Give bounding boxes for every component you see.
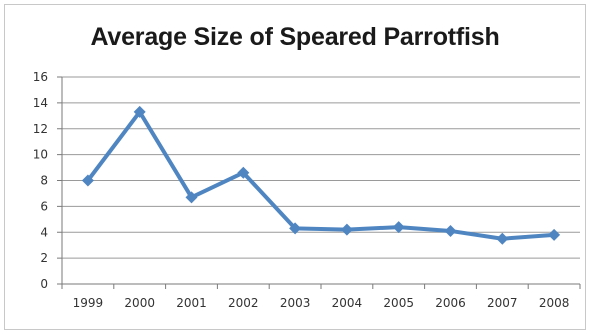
data-point-2004 [340, 223, 353, 236]
series [81, 105, 561, 245]
y-axis: 0 2 4 6 8 10 12 14 16 [33, 70, 63, 291]
x-tick-label: 2002 [228, 296, 259, 310]
x-tick-label: 2007 [487, 296, 518, 310]
data-point-2007 [496, 232, 509, 245]
y-tick-label: 0 [40, 277, 48, 291]
y-tick-label: 10 [33, 148, 48, 162]
data-point-2005 [392, 221, 405, 234]
y-tick-label: 14 [33, 96, 48, 110]
y-tick-label: 2 [40, 251, 48, 265]
series-line [85, 109, 557, 241]
y-tick-label: 12 [33, 122, 48, 136]
data-point-1999 [81, 174, 94, 187]
x-tick-label: 2003 [280, 296, 311, 310]
x-tick-label: 2001 [176, 296, 207, 310]
x-tick-label: 1999 [73, 296, 104, 310]
x-tick-label: 2008 [539, 296, 570, 310]
y-tick-label: 6 [40, 199, 48, 213]
data-point-2006 [444, 224, 457, 237]
chart-frame: Average Size of Speared Parrotfish [4, 4, 586, 330]
y-tick-label: 16 [33, 70, 48, 84]
data-point-2001 [185, 191, 198, 204]
chart-title: Average Size of Speared Parrotfish [90, 23, 500, 51]
data-point-2003 [289, 222, 302, 235]
x-tick-label: 2000 [124, 296, 155, 310]
x-tick-label: 2004 [332, 296, 363, 310]
x-tick-label: 2005 [383, 296, 414, 310]
x-axis: 1999 2000 2001 2002 2003 2004 2005 2006 2007 2008 [61, 284, 581, 310]
x-tick-label: 2006 [435, 296, 466, 310]
y-tick-label: 8 [40, 174, 48, 188]
data-point-2008 [548, 228, 561, 241]
data-point-2000 [133, 105, 146, 118]
y-tick-label: 4 [40, 225, 48, 239]
data-point-2002 [237, 166, 250, 179]
